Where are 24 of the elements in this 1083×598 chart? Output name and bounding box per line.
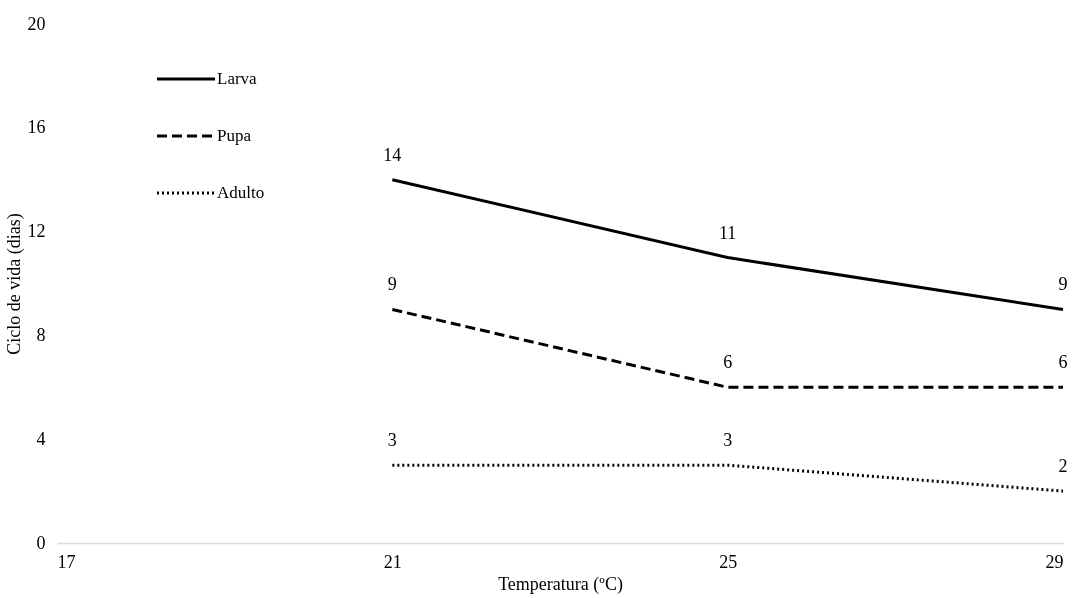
legend-label: Larva	[217, 69, 258, 88]
y-tick-label: 16	[27, 117, 46, 138]
y-tick-label: 20	[27, 13, 46, 34]
legend-label: Pupa	[217, 126, 252, 145]
x-tick-label: 17	[57, 551, 76, 572]
data-label: 14	[383, 144, 402, 165]
x-tick-label: 25	[719, 551, 738, 572]
data-label: 6	[723, 352, 733, 373]
data-label: 11	[718, 222, 737, 243]
y-tick-label: 0	[36, 532, 46, 553]
data-label: 9	[387, 274, 397, 295]
data-label: 6	[1058, 352, 1068, 373]
y-tick-label: 8	[36, 324, 46, 345]
y-tick-label: 12	[27, 221, 46, 242]
legend-label: Adulto	[217, 183, 265, 202]
x-tick-label: 29	[1045, 551, 1064, 572]
y-axis-title: Ciclo de vida (dias)	[3, 213, 25, 355]
data-label: 2	[1058, 456, 1068, 477]
data-label: 3	[387, 430, 397, 451]
x-tick-label: 21	[383, 551, 402, 572]
x-axis-title: Temperatura (ºC)	[498, 573, 623, 595]
y-tick-label: 4	[36, 428, 46, 449]
data-label: 3	[723, 430, 733, 451]
data-label: 9	[1058, 274, 1068, 295]
